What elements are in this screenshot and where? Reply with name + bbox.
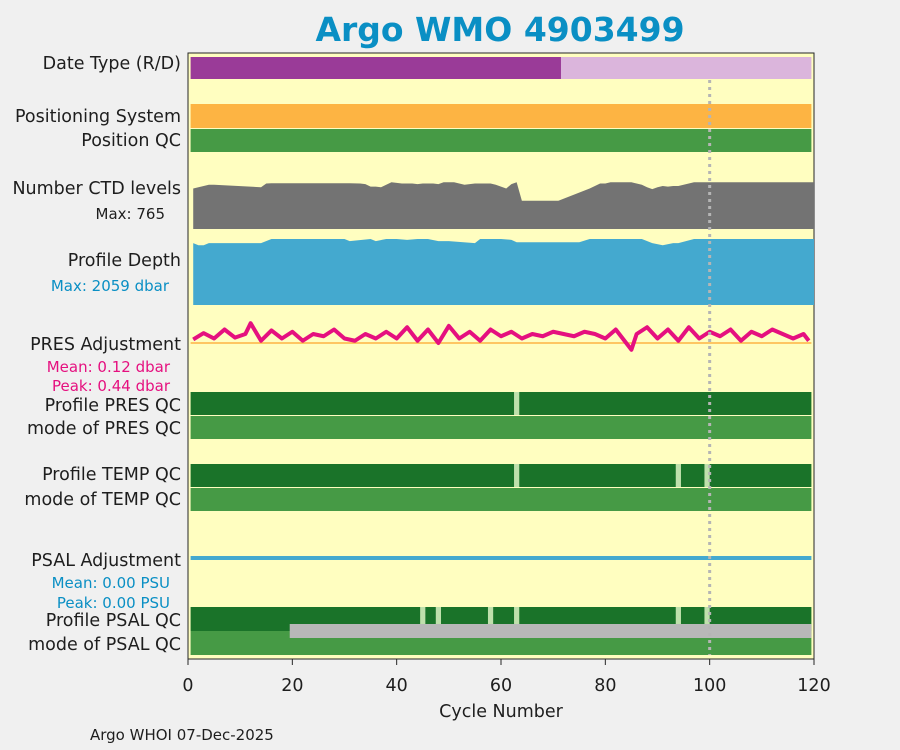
row-label-profile_depth: Profile Depth (68, 251, 181, 271)
row-label-mode_psal_qc: mode of PSAL QC (28, 635, 181, 655)
pres-peak-label: Peak: 0.44 dbar (52, 377, 171, 395)
x-axis-label: Cycle Number (439, 702, 563, 722)
pres-adjustment-line (192, 321, 811, 352)
x-tick-label: 40 (386, 676, 408, 696)
row-label-profile_psal_qc: Profile PSAL QC (46, 611, 181, 631)
x-tick-label: 80 (594, 676, 616, 696)
row-label-positioning: Positioning System (15, 107, 181, 127)
psal-peak-label: Peak: 0.00 PSU (57, 594, 170, 612)
x-tick-label: 100 (693, 676, 726, 696)
row-label-datetype: Date Type (R/D) (43, 54, 181, 74)
x-tick-label: 60 (490, 676, 512, 696)
ctd-levels-band (193, 182, 814, 229)
datetype-realtime-bar (190, 57, 561, 79)
profile-temp-qc-gap (675, 464, 681, 487)
profile-temp-qc-bar (190, 464, 812, 487)
profile-pres-qc-gap (514, 392, 520, 415)
row-label-pres_adjustment: PRES Adjustment (30, 335, 181, 355)
psal-mean-label: Mean: 0.00 PSU (52, 574, 170, 592)
profile-psal-qc-gap (675, 607, 681, 631)
profile-psal-qc-gap (420, 607, 426, 631)
row-label-mode_pres_qc: mode of PRES QC (27, 419, 181, 439)
row-label-psal_adjustment: PSAL Adjustment (31, 551, 181, 571)
ctd-max-label: Max: 765 (96, 205, 165, 223)
row-label-mode_temp_qc: mode of TEMP QC (24, 490, 181, 510)
profile-temp-qc-gap (704, 464, 710, 487)
profile-psal-qc-gap (514, 607, 520, 631)
footer-credit: Argo WHOI 07-Dec-2025 (90, 726, 274, 744)
mode-temp-qc-bar (190, 488, 812, 511)
positioning-system-bar (190, 104, 812, 128)
pres-mean-label: Mean: 0.12 dbar (47, 358, 171, 376)
x-tick-label: 20 (281, 676, 303, 696)
datetype-delayed-bar (560, 57, 812, 79)
row-label-ctd_levels: Number CTD levels (12, 179, 181, 199)
profile-psal-qc-gap (487, 607, 494, 631)
profile-pres-qc-bar (190, 392, 812, 415)
row-label-profile_temp_qc: Profile TEMP QC (42, 465, 181, 485)
depth-max-label: Max: 2059 dbar (51, 277, 170, 295)
page-title: Argo WMO 4903499 (315, 10, 685, 49)
position-qc-bar (190, 129, 812, 152)
profile-depth-band (193, 239, 814, 305)
row-label-position_qc: Position QC (81, 131, 181, 151)
profile-temp-qc-gap (514, 464, 520, 487)
x-tick-label: 0 (182, 676, 193, 696)
row-label-profile_pres_qc: Profile PRES QC (45, 396, 181, 416)
mode-pres-qc-bar (190, 416, 812, 439)
profile-psal-qc-gap (704, 607, 710, 631)
mode-psal-qc-grey-bar (289, 624, 812, 638)
profile-psal-qc-gap (435, 607, 442, 631)
x-tick-label: 120 (797, 676, 830, 696)
